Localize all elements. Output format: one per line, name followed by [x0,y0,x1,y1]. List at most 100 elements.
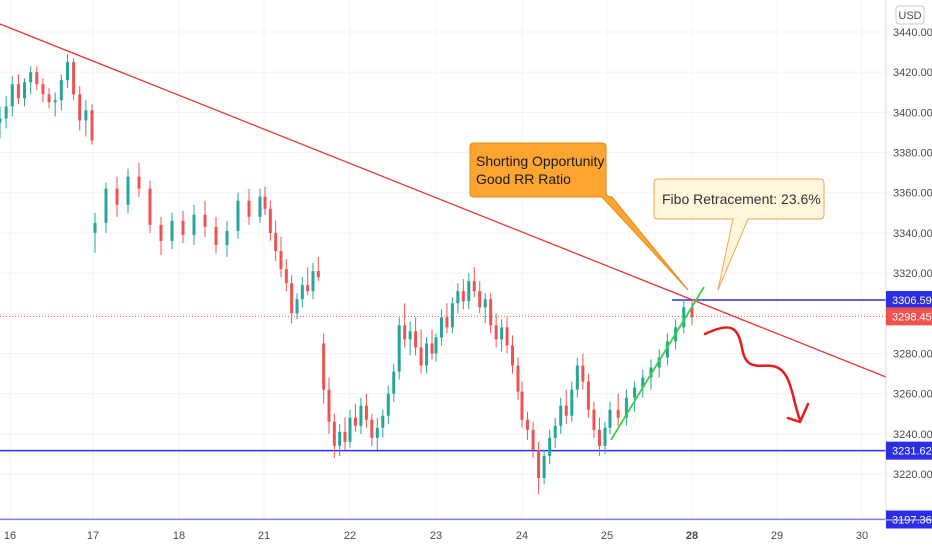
candle[interactable] [29,66,33,95]
downtrend-line[interactable] [0,23,887,378]
candle[interactable] [603,421,607,454]
candle[interactable] [575,357,579,398]
candle[interactable] [115,176,119,217]
candle[interactable] [300,277,304,308]
candle[interactable] [104,182,108,233]
candle[interactable] [65,54,69,89]
candle[interactable] [59,74,63,111]
candle[interactable] [414,317,418,356]
candle[interactable] [467,273,471,310]
candle[interactable] [126,168,130,213]
candle[interactable] [137,162,141,197]
candle[interactable] [665,333,669,366]
candle[interactable] [53,92,57,117]
candle[interactable] [633,381,637,412]
candle[interactable] [494,313,498,348]
candle[interactable] [542,449,546,485]
shorting-callout[interactable]: Shorting Opportunity Good RR Ratio [469,142,689,291]
candle[interactable] [274,220,278,262]
candle[interactable] [181,210,185,243]
candle[interactable] [364,393,368,428]
candle[interactable] [72,58,76,101]
drawing-tools[interactable] [0,23,887,441]
candle[interactable] [295,293,299,320]
candle[interactable] [93,212,97,253]
candle[interactable] [10,76,14,117]
candle[interactable] [500,319,504,352]
fibo-callout[interactable]: Fibo Retracement: 23.6% [653,178,825,291]
candle[interactable] [434,333,438,362]
candle[interactable] [78,86,82,131]
candle[interactable] [159,216,163,256]
candle[interactable] [526,411,530,440]
candle[interactable] [456,283,460,314]
candle[interactable] [553,417,557,448]
candle[interactable] [343,417,347,450]
candle[interactable] [489,293,493,334]
candle[interactable] [381,409,385,438]
candle[interactable] [564,389,568,424]
candle[interactable] [461,279,465,310]
candle[interactable] [624,389,628,426]
candle[interactable] [236,192,240,239]
candle[interactable] [586,373,590,418]
candle[interactable] [370,413,374,446]
candle[interactable] [657,349,661,378]
candle[interactable] [23,78,27,107]
candle[interactable] [4,96,8,129]
price-level-lines[interactable] [0,299,886,521]
candle[interactable] [570,381,574,422]
candle[interactable] [616,393,620,426]
candle[interactable] [478,281,482,314]
candle[interactable] [192,204,196,245]
candle[interactable] [439,309,443,346]
candle[interactable] [311,263,315,300]
candle[interactable] [279,236,283,278]
candle[interactable] [581,353,585,390]
candle[interactable] [170,212,174,249]
candle[interactable] [268,200,272,241]
candle[interactable] [327,377,331,434]
candle[interactable] [90,104,94,145]
candle[interactable] [392,363,396,402]
candle[interactable] [483,293,487,324]
candle[interactable] [338,423,342,456]
candle[interactable] [559,397,563,434]
time-axis[interactable]: 16 17 18 21 22 23 24 25 28 29 30 [0,519,932,542]
candle[interactable] [511,335,515,374]
candle[interactable] [397,317,401,380]
candle[interactable] [450,297,454,334]
candle[interactable] [203,200,207,237]
candle[interactable] [263,186,267,215]
candle[interactable] [516,357,520,400]
candlestick-series[interactable] [0,54,694,495]
candle[interactable] [445,303,449,334]
candle[interactable] [592,401,596,438]
candle[interactable] [359,397,363,434]
candle[interactable] [0,106,2,139]
candle[interactable] [403,303,407,348]
candle[interactable] [375,417,379,450]
candle[interactable] [608,401,612,434]
candle[interactable] [531,421,535,458]
candle[interactable] [537,441,541,495]
candle[interactable] [306,267,310,296]
candle[interactable] [290,275,294,324]
candle[interactable] [332,413,336,458]
candle[interactable] [472,267,476,298]
candle[interactable] [641,369,645,398]
candle[interactable] [84,100,88,137]
candle[interactable] [41,78,45,103]
candle[interactable] [419,329,423,374]
candle[interactable] [225,220,229,258]
candle[interactable] [35,66,39,91]
candle[interactable] [682,299,686,334]
candle[interactable] [148,180,152,233]
candle[interactable] [247,188,251,225]
candle[interactable] [316,257,320,282]
support-trend-line[interactable] [610,286,705,441]
candle[interactable] [47,88,51,109]
candle[interactable] [520,381,524,428]
candle[interactable] [348,409,352,448]
